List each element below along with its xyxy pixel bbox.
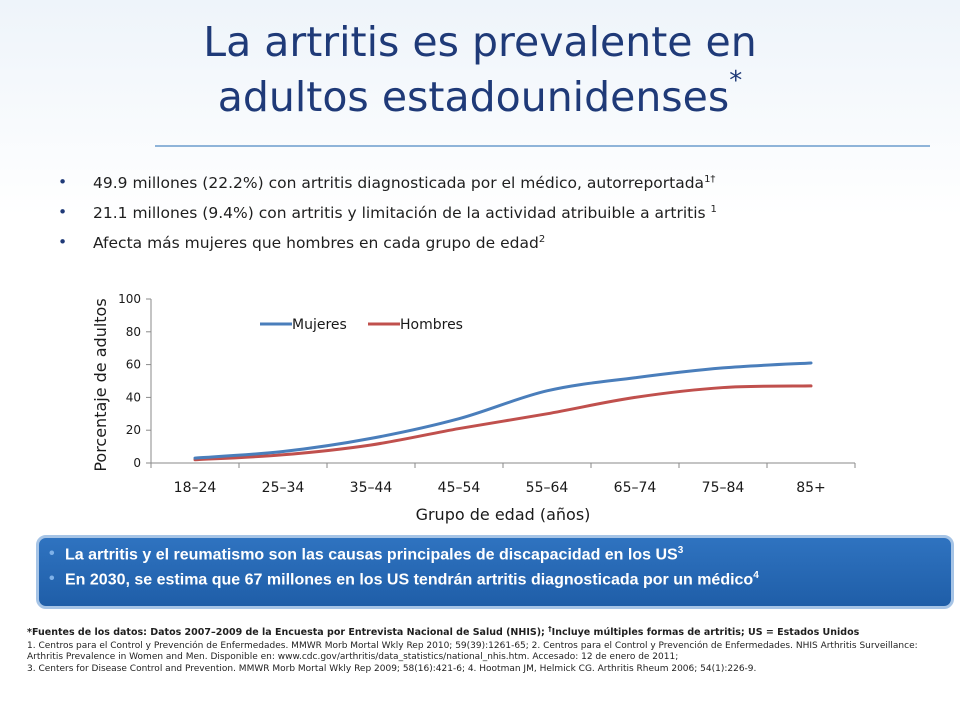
x-tick-label: 25–34 [262, 480, 305, 496]
y-tick-label: 40 [126, 390, 141, 404]
bullet-text: Afecta más mujeres que hombres en cada g… [93, 234, 539, 253]
sources-text-2: Incluye múltiples formas de artritis; US… [551, 627, 860, 639]
bullet-ref: 1 [710, 204, 717, 216]
title-divider [155, 145, 930, 147]
title-line-2: adultos estadounidenses* [0, 66, 960, 121]
dagger-mark: † [548, 625, 552, 633]
y-tick-label: 100 [118, 292, 141, 306]
bullet-item: Afecta más mujeres que hombres en cada g… [58, 233, 717, 253]
data-sources-note: *Fuentes de los datos: Datos 2007–2009 d… [27, 625, 937, 640]
bullet-item: 49.9 millones (22.2%) con artritis diagn… [58, 173, 717, 193]
x-tick-label: 75–84 [702, 480, 745, 496]
footnotes: *Fuentes de los datos: Datos 2007–2009 d… [27, 625, 937, 676]
bullet-list: 49.9 millones (22.2%) con artritis diagn… [58, 173, 717, 264]
x-axis-title: Grupo de edad (años) [416, 505, 591, 524]
series-line-hombres [193, 384, 813, 462]
bullet-ref: 2 [538, 234, 546, 246]
callout-text: La artritis y el reumatismo son las caus… [65, 546, 678, 564]
slide-title: La artritis es prevalente en adultos est… [0, 18, 960, 122]
x-tick-label: 45–54 [438, 480, 481, 496]
y-tick-label: 20 [126, 423, 141, 437]
y-tick-label: 60 [126, 358, 141, 372]
x-tick-label: 55–64 [526, 480, 569, 496]
x-tick-label: 85+ [796, 480, 826, 496]
bullet-item: 21.1 millones (9.4%) con artritis y limi… [58, 203, 717, 223]
callout-item: La artritis y el reumatismo son las caus… [49, 545, 951, 564]
y-tick-label: 80 [126, 325, 141, 339]
x-tick-label: 18–24 [174, 480, 217, 496]
legend-label: Hombres [400, 317, 463, 333]
x-tick-label: 35–44 [350, 480, 393, 496]
arthritis-line-chart: 0 20 40 60 80 100 18–24 25–34 35–44 45–54 55–64 65–… [91, 292, 856, 524]
callout-text: En 2030, se estima que 67 millones en lo… [65, 571, 754, 589]
y-tick-label: 0 [133, 456, 141, 470]
title-asterisk: * [729, 66, 743, 97]
callout-ref: 4 [753, 570, 759, 582]
callout-box: La artritis y el reumatismo son las caus… [36, 535, 954, 609]
series-line-mujeres [193, 361, 813, 460]
x-tick-label: 65–74 [614, 480, 657, 496]
callout-ref: 3 [677, 545, 684, 556]
bullet-text: 49.9 millones (22.2%) con artritis diagn… [93, 174, 705, 193]
bullet-ref: 1† [704, 174, 716, 185]
legend-label: Mujeres [292, 317, 347, 333]
reference-1-2: 1. Centros para el Control y Prevención … [27, 640, 918, 663]
callout-item: En 2030, se estima que 67 millones en lo… [49, 570, 951, 589]
y-axis-title: Porcentaje de adultos [91, 298, 110, 471]
sources-text: *Fuentes de los datos: Datos 2007–2009 d… [27, 627, 549, 639]
reference-3-4: 3. Centers for Disease Control and Preve… [27, 663, 757, 674]
title-line-2-text: adultos estadounidenses [217, 73, 730, 122]
bullet-text: 21.1 millones (9.4%) con artritis y limi… [93, 204, 711, 223]
title-line-1: La artritis es prevalente en [203, 18, 757, 66]
